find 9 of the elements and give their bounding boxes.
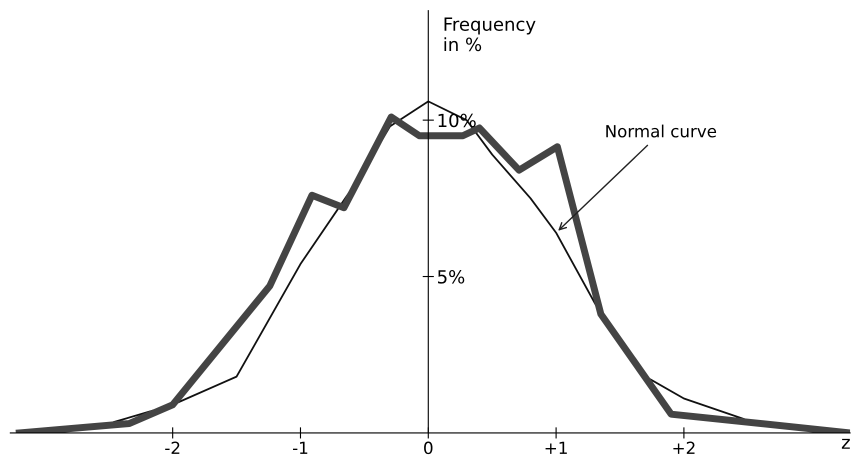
x-tick-label: +1 xyxy=(546,442,567,454)
x-tick-label: 0 xyxy=(424,442,432,454)
annotation: Normal curve xyxy=(606,124,716,138)
y-axis-title: Frequency in % xyxy=(444,18,536,52)
y-tick-label: 5% xyxy=(438,270,464,284)
x-tick-label: -1 xyxy=(292,442,308,454)
x-tick-label: -2 xyxy=(165,442,180,454)
x-axis-title: z xyxy=(842,438,850,449)
x-tick-label: +2 xyxy=(673,442,695,454)
